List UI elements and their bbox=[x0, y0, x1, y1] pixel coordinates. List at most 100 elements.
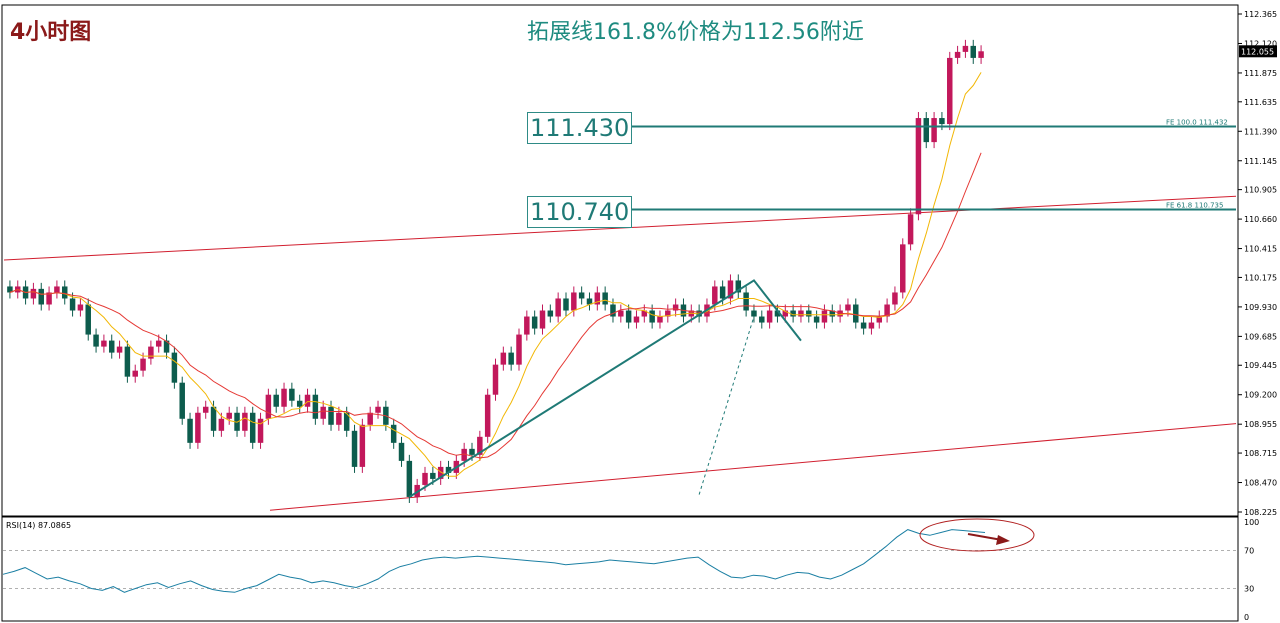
candle-body bbox=[69, 298, 76, 311]
candle-body bbox=[484, 394, 491, 437]
candle-body bbox=[108, 340, 115, 353]
candle-body bbox=[524, 316, 530, 335]
candle-body bbox=[657, 316, 663, 323]
candle-body bbox=[390, 424, 397, 443]
fib-level-label: FE 61.8 110.735 bbox=[1166, 201, 1223, 209]
candle-body bbox=[242, 412, 248, 431]
candle-body bbox=[226, 412, 232, 419]
candle-body bbox=[328, 406, 334, 425]
candle-body bbox=[853, 304, 859, 323]
candle-body bbox=[790, 310, 796, 317]
candle-body bbox=[155, 340, 162, 347]
candle-body bbox=[359, 424, 366, 467]
projection-dashed-line bbox=[698, 316, 755, 495]
rsi-title: RSI(14) 87.0865 bbox=[6, 521, 71, 530]
price-tick-label: 112.365 bbox=[1244, 10, 1277, 19]
candle-body bbox=[281, 388, 287, 407]
candle-body bbox=[594, 292, 601, 305]
candle-body bbox=[289, 388, 295, 401]
candle-body bbox=[179, 382, 185, 419]
candle-body bbox=[477, 436, 483, 455]
candle-body bbox=[304, 394, 311, 407]
candle-body bbox=[320, 406, 326, 419]
price-tick-label: 112.120 bbox=[1244, 39, 1277, 48]
candle-body bbox=[171, 352, 178, 383]
candle-body bbox=[54, 286, 60, 293]
price-tick-label: 111.390 bbox=[1244, 127, 1277, 136]
candle-body bbox=[860, 322, 867, 329]
candle-body bbox=[93, 334, 99, 347]
price-tick-label: 109.685 bbox=[1244, 332, 1277, 341]
candle-body bbox=[931, 118, 937, 143]
candle-body bbox=[672, 304, 679, 311]
candle-body bbox=[774, 310, 781, 317]
candle-body bbox=[821, 310, 828, 323]
candle-body bbox=[719, 286, 726, 299]
candle-body bbox=[218, 418, 225, 431]
ma-fast-line bbox=[9, 72, 982, 477]
candle-body bbox=[892, 292, 898, 305]
candle-body bbox=[571, 292, 577, 311]
candle-body bbox=[884, 304, 890, 317]
candle-body bbox=[563, 298, 569, 311]
candle-body bbox=[202, 406, 209, 413]
level-box-110-740: 110.740 bbox=[527, 196, 633, 228]
candle-body bbox=[124, 346, 131, 377]
candle-body bbox=[845, 304, 851, 311]
candle-body bbox=[296, 400, 303, 407]
candle-body bbox=[743, 292, 749, 311]
candle-body bbox=[539, 310, 546, 329]
price-tick-label: 108.715 bbox=[1244, 449, 1277, 458]
candle-body bbox=[602, 292, 608, 305]
candle-body bbox=[30, 288, 37, 299]
candle-body bbox=[367, 412, 373, 425]
candle-body bbox=[759, 316, 765, 323]
candle-body bbox=[132, 370, 138, 377]
chart-title: 4小时图 bbox=[10, 20, 92, 45]
rsi-annotation-ellipse bbox=[919, 518, 1035, 552]
rsi-tick-label: 30 bbox=[1244, 585, 1254, 594]
price-tick-label: 111.145 bbox=[1244, 157, 1277, 166]
rsi-tick-label: 70 bbox=[1244, 547, 1254, 556]
chart-headline: 拓展线161.8%价格为112.56附近 bbox=[527, 20, 864, 45]
candle-body bbox=[38, 288, 44, 305]
candle-body bbox=[633, 316, 640, 323]
candle-body bbox=[469, 448, 475, 455]
candle-body bbox=[665, 310, 671, 317]
price-tick-label: 108.470 bbox=[1244, 479, 1277, 488]
candle-body bbox=[798, 310, 804, 317]
candle-body bbox=[140, 358, 146, 371]
candle-body bbox=[257, 418, 264, 443]
candle-body bbox=[46, 292, 52, 305]
price-tick-label: 111.875 bbox=[1244, 69, 1277, 78]
candle-body bbox=[907, 214, 914, 245]
candle-body bbox=[954, 51, 961, 58]
candle-body bbox=[970, 45, 976, 58]
candle-body bbox=[915, 118, 922, 215]
candle-body bbox=[649, 310, 655, 323]
candle-body bbox=[712, 286, 718, 305]
rsi-annotation-arrow-head bbox=[996, 535, 1010, 545]
candle-body bbox=[249, 412, 256, 443]
ma-slow-line bbox=[9, 152, 982, 459]
candle-body bbox=[148, 346, 154, 359]
candle-body bbox=[312, 394, 319, 419]
lower-channel-line bbox=[269, 423, 1237, 511]
rsi-annotation-arrow-shaft bbox=[967, 533, 1003, 541]
current-price-tag bbox=[1239, 45, 1277, 58]
candle-body bbox=[508, 352, 514, 365]
candle-body bbox=[516, 334, 522, 365]
candle-body bbox=[163, 340, 170, 353]
candle-body bbox=[947, 57, 953, 125]
current-price-label: 112.055 bbox=[1241, 47, 1274, 56]
price-tick-label: 110.905 bbox=[1244, 186, 1277, 195]
candle-body bbox=[578, 292, 585, 299]
candle-body bbox=[610, 304, 616, 317]
price-tick-label: 109.930 bbox=[1244, 303, 1277, 312]
candle-body bbox=[210, 406, 217, 431]
candle-body bbox=[939, 118, 945, 125]
rsi-panel-frame bbox=[1, 516, 1239, 622]
candle-body bbox=[437, 466, 444, 479]
candle-body bbox=[85, 304, 91, 335]
